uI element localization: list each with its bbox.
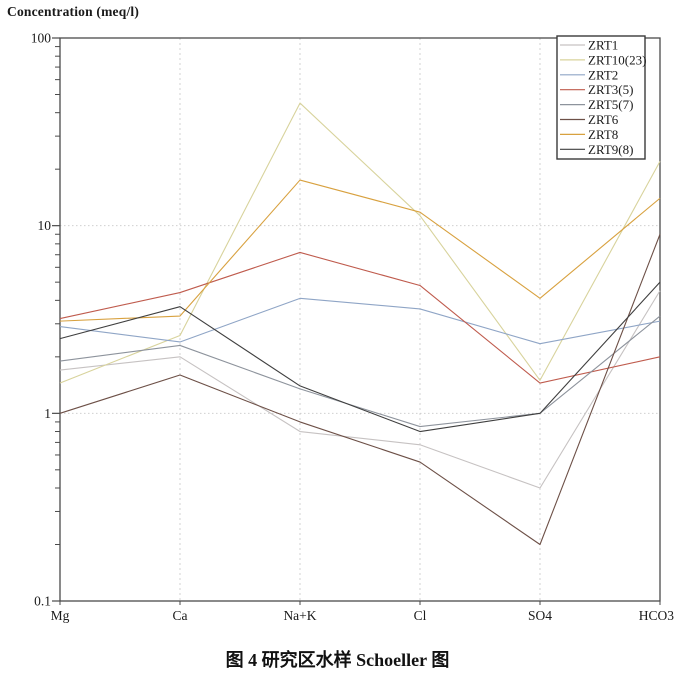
figure-caption: 图 4 研究区水样 Schoeller 图 bbox=[225, 650, 450, 670]
x-axis-label: Na+K bbox=[283, 608, 316, 623]
series-line-ZRT1 bbox=[59, 290, 661, 489]
legend-label-ZRT2: ZRT2 bbox=[588, 67, 618, 82]
series-line-ZRT5(7) bbox=[59, 315, 661, 428]
legend-label-ZRT8: ZRT8 bbox=[588, 127, 618, 142]
y-tick-label: 10 bbox=[38, 218, 52, 233]
series-line-ZRT9(8) bbox=[59, 281, 661, 433]
y-tick-label: 0.1 bbox=[34, 594, 51, 609]
legend-label-ZRT6: ZRT6 bbox=[588, 112, 619, 127]
legend-label-ZRT3(5): ZRT3(5) bbox=[588, 82, 633, 97]
legend-label-ZRT10(23): ZRT10(23) bbox=[588, 52, 646, 67]
legend-label-ZRT9(8): ZRT9(8) bbox=[588, 142, 633, 157]
plot-frame bbox=[59, 37, 661, 602]
legend-label-ZRT5(7): ZRT5(7) bbox=[588, 97, 633, 112]
y-tick-label: 1 bbox=[44, 406, 51, 421]
series-line-ZRT2 bbox=[59, 297, 661, 345]
y-axis-title: Concentration (meq/l) bbox=[7, 4, 140, 19]
legend-label-ZRT1: ZRT1 bbox=[588, 38, 618, 53]
x-axis-label: Ca bbox=[173, 608, 188, 623]
series-line-ZRT3(5) bbox=[59, 251, 661, 384]
series-line-ZRT8 bbox=[59, 179, 661, 322]
legend-box bbox=[556, 35, 646, 160]
x-axis-label: Mg bbox=[51, 608, 70, 623]
x-axis-label: HCO3 bbox=[639, 608, 675, 623]
series-line-ZRT10(23) bbox=[59, 102, 661, 384]
series-line-ZRT6 bbox=[59, 234, 661, 546]
x-axis-label: Cl bbox=[414, 608, 427, 623]
y-tick-label: 100 bbox=[31, 31, 52, 46]
x-axis-label: SO4 bbox=[528, 608, 552, 623]
